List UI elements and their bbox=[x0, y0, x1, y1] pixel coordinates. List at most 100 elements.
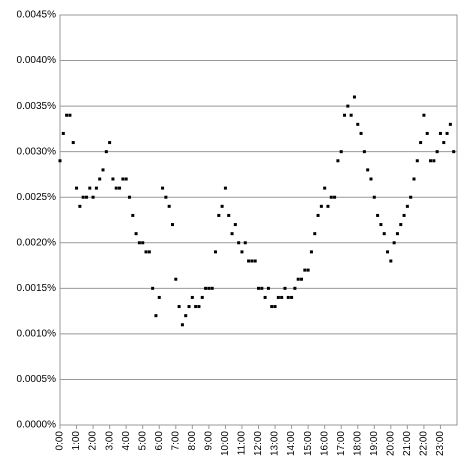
point bbox=[75, 186, 79, 190]
point bbox=[223, 186, 227, 190]
point bbox=[382, 232, 386, 236]
y-tick-label: 0.0015% bbox=[17, 283, 57, 294]
point bbox=[197, 305, 201, 309]
point bbox=[91, 195, 95, 199]
y-tick-label: 0.0035% bbox=[17, 101, 57, 112]
point bbox=[303, 268, 307, 272]
point bbox=[306, 268, 310, 272]
point bbox=[260, 286, 264, 290]
point bbox=[326, 204, 330, 208]
point bbox=[247, 259, 251, 263]
point bbox=[412, 177, 416, 181]
point bbox=[157, 295, 161, 299]
point bbox=[379, 223, 383, 227]
point bbox=[121, 177, 125, 181]
point bbox=[415, 159, 419, 163]
point bbox=[316, 213, 320, 217]
point bbox=[118, 186, 122, 190]
y-tick-label: 0.0030% bbox=[17, 146, 57, 157]
point bbox=[81, 195, 85, 199]
point bbox=[329, 195, 333, 199]
point bbox=[101, 168, 105, 172]
point bbox=[127, 195, 131, 199]
point bbox=[114, 186, 118, 190]
point bbox=[250, 259, 254, 263]
x-tick-label: 23:00 bbox=[435, 431, 446, 456]
point bbox=[346, 104, 350, 108]
y-tick-label: 0.0045% bbox=[17, 10, 57, 21]
point bbox=[243, 241, 247, 245]
point bbox=[111, 177, 115, 181]
point bbox=[108, 141, 112, 145]
point bbox=[422, 113, 426, 117]
point bbox=[352, 95, 356, 99]
point bbox=[190, 295, 194, 299]
point bbox=[84, 195, 88, 199]
point bbox=[174, 277, 178, 281]
point bbox=[161, 186, 165, 190]
x-tick-label: 15:00 bbox=[303, 431, 314, 456]
point bbox=[94, 186, 98, 190]
point bbox=[98, 177, 102, 181]
x-tick-label: 7:00 bbox=[170, 431, 181, 451]
point bbox=[213, 250, 217, 254]
point bbox=[227, 213, 231, 217]
point bbox=[313, 232, 317, 236]
point bbox=[405, 204, 409, 208]
point bbox=[362, 150, 366, 154]
point bbox=[230, 232, 234, 236]
point bbox=[372, 195, 376, 199]
point bbox=[293, 286, 297, 290]
point bbox=[220, 204, 224, 208]
x-tick-label: 5:00 bbox=[137, 431, 148, 451]
y-tick-label: 0.0000% bbox=[17, 420, 57, 431]
point bbox=[438, 131, 442, 135]
point bbox=[442, 141, 446, 145]
x-tick-label: 10:00 bbox=[220, 431, 231, 456]
point bbox=[283, 286, 287, 290]
point bbox=[366, 168, 370, 172]
point bbox=[187, 305, 191, 309]
point bbox=[144, 250, 148, 254]
point bbox=[137, 241, 141, 245]
point bbox=[167, 204, 171, 208]
point bbox=[78, 204, 82, 208]
point bbox=[309, 250, 313, 254]
x-tick-label: 8:00 bbox=[187, 431, 198, 451]
point bbox=[280, 295, 284, 299]
point bbox=[104, 150, 108, 154]
point bbox=[147, 250, 151, 254]
point bbox=[356, 122, 360, 126]
point bbox=[376, 213, 380, 217]
point bbox=[88, 186, 92, 190]
x-tick-label: 18:00 bbox=[352, 431, 363, 456]
point bbox=[240, 250, 244, 254]
point bbox=[452, 150, 456, 154]
x-tick-label: 9:00 bbox=[204, 431, 215, 451]
x-tick-label: 4:00 bbox=[121, 431, 132, 451]
x-tick-label: 1:00 bbox=[71, 431, 82, 451]
point bbox=[134, 232, 138, 236]
x-tick-label: 14:00 bbox=[286, 431, 297, 456]
point bbox=[270, 305, 274, 309]
point bbox=[359, 131, 363, 135]
point bbox=[429, 159, 433, 163]
point bbox=[180, 323, 184, 327]
point bbox=[402, 213, 406, 217]
x-tick-label: 6:00 bbox=[154, 431, 165, 451]
point bbox=[286, 295, 290, 299]
point bbox=[323, 186, 327, 190]
point bbox=[290, 295, 294, 299]
point bbox=[392, 241, 396, 245]
point bbox=[419, 141, 423, 145]
x-tick-label: 19:00 bbox=[369, 431, 380, 456]
point bbox=[296, 277, 300, 281]
point bbox=[409, 195, 413, 199]
point bbox=[141, 241, 145, 245]
point bbox=[71, 141, 75, 145]
point bbox=[432, 159, 436, 163]
point bbox=[425, 131, 429, 135]
point bbox=[61, 131, 65, 135]
plot-border bbox=[59, 14, 458, 426]
